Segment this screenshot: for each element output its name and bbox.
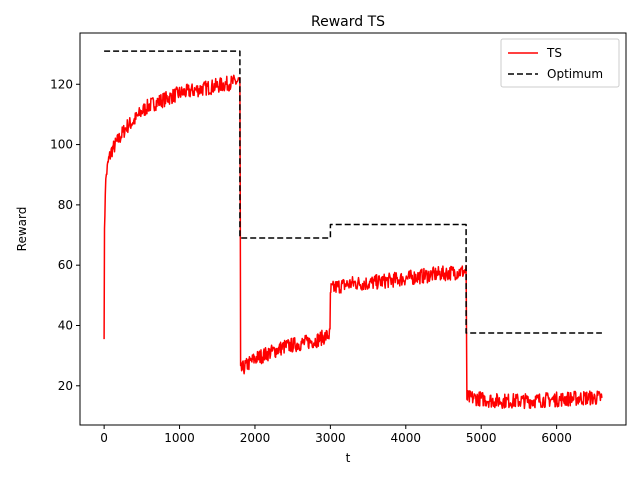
- y-tick-label: 40: [58, 318, 73, 332]
- x-tick-label: 3000: [315, 431, 346, 445]
- y-tick-label: 80: [58, 198, 73, 212]
- x-axis-label: t: [346, 451, 351, 465]
- y-axis-label: Reward: [15, 207, 29, 252]
- y-axis-ticks: 20 40 60 80 100 120: [50, 77, 80, 393]
- chart-title: Reward TS: [311, 14, 385, 30]
- legend-frame: [500, 38, 620, 88]
- x-tick-label: 0: [100, 431, 108, 445]
- plot-area: [79, 32, 627, 426]
- series-layer: [103, 50, 603, 410]
- series-line-ts: [103, 74, 603, 410]
- x-tick-label: 4000: [391, 431, 422, 445]
- legend-label-optimum: Optimum: [547, 67, 603, 81]
- series-line-optimum: [104, 50, 602, 334]
- x-tick-label: 6000: [541, 431, 572, 445]
- y-tick-label: 60: [58, 258, 73, 272]
- legend: TS Optimum: [500, 38, 620, 88]
- legend-label-ts: TS: [546, 46, 562, 60]
- x-tick-label: 1000: [164, 431, 195, 445]
- x-tick-label: 5000: [466, 431, 497, 445]
- y-tick-label: 120: [50, 77, 73, 91]
- x-axis-ticks: 0 1000 2000 3000 4000 5000 6000: [100, 425, 572, 445]
- y-tick-label: 100: [50, 138, 73, 152]
- plot-frame: [79, 32, 627, 426]
- y-tick-label: 20: [58, 379, 73, 393]
- x-tick-label: 2000: [240, 431, 271, 445]
